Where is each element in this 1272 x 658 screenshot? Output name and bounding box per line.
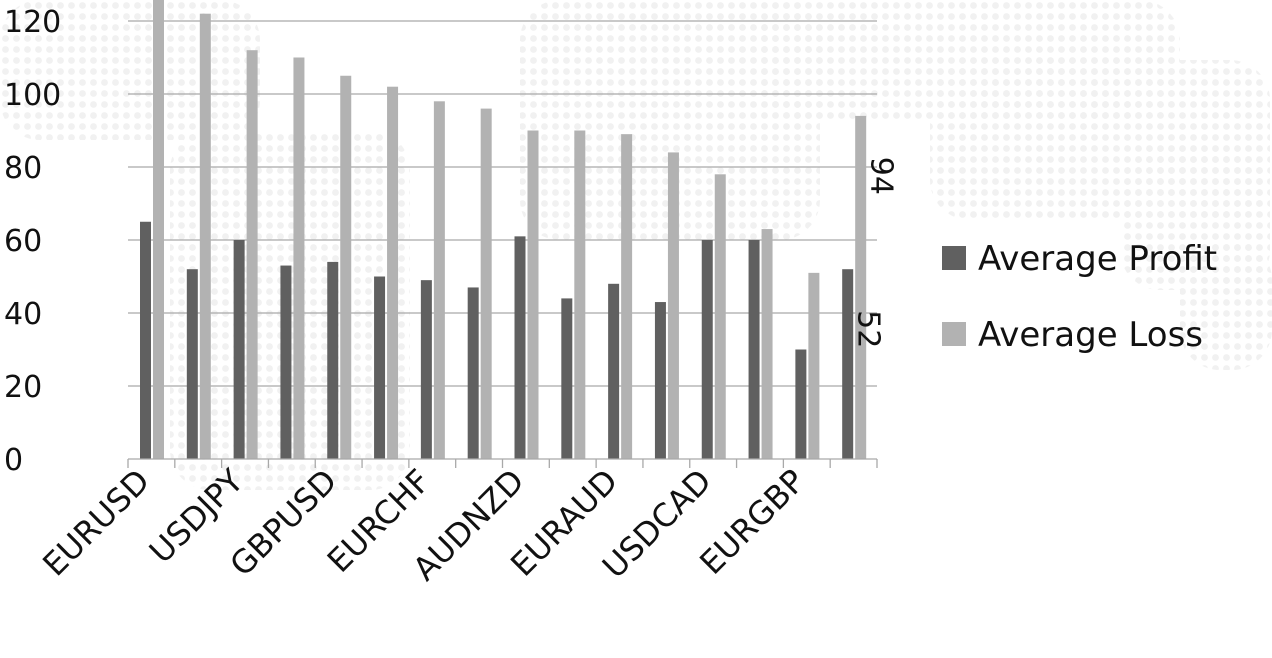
bar xyxy=(795,349,807,459)
legend-label: Average Loss xyxy=(978,315,1203,355)
bar xyxy=(714,174,726,460)
legend-swatch xyxy=(942,322,966,346)
map-dots xyxy=(520,0,820,240)
bar xyxy=(761,229,773,459)
bar xyxy=(199,13,211,459)
y-tick-label: 80 xyxy=(4,151,42,186)
y-tick-label: 40 xyxy=(4,297,42,332)
bar xyxy=(701,240,713,459)
bar xyxy=(340,75,352,459)
bar xyxy=(374,276,386,459)
bar xyxy=(855,115,867,460)
legend-label: Average Profit xyxy=(978,239,1217,279)
y-tick-label: 20 xyxy=(4,370,42,405)
bar xyxy=(420,280,432,459)
bar xyxy=(748,240,760,459)
legend: Average Profit Average Loss xyxy=(942,239,1217,355)
legend-swatch xyxy=(942,246,966,270)
bar xyxy=(186,269,198,459)
data-label: 52 xyxy=(851,310,886,348)
y-tick-label: 120 xyxy=(4,5,61,40)
map-dots xyxy=(0,0,260,140)
bar xyxy=(433,101,445,460)
bar xyxy=(808,272,820,459)
bar xyxy=(667,152,679,459)
bar xyxy=(574,130,586,459)
bar xyxy=(246,50,258,459)
bar xyxy=(621,134,633,459)
y-tick-label: 60 xyxy=(4,224,42,259)
y-axis: 0 20 40 60 80 100 120 xyxy=(4,5,61,478)
bar xyxy=(654,302,666,459)
bar xyxy=(153,0,164,459)
y-tick-label: 100 xyxy=(4,78,61,113)
data-label: 94 xyxy=(864,157,899,195)
bar xyxy=(387,86,399,459)
bar xyxy=(527,130,539,459)
bar xyxy=(140,221,151,459)
bar xyxy=(327,261,339,459)
bar xyxy=(480,108,492,459)
category-label: EURGBP xyxy=(692,462,812,582)
bar xyxy=(233,240,245,459)
data-labels: 52 94 xyxy=(851,157,899,348)
bar xyxy=(608,283,620,459)
bar xyxy=(293,57,305,459)
bar xyxy=(842,269,854,459)
y-tick-label: 0 xyxy=(4,443,23,478)
bars xyxy=(140,0,867,460)
x-axis: EURUSDUSDJPYGBPUSDEURCHFAUDNZDEURAUDUSDC… xyxy=(35,458,878,588)
bar xyxy=(561,298,573,459)
bar xyxy=(280,265,292,459)
map-dots xyxy=(1180,240,1272,370)
bar xyxy=(514,236,526,459)
bar xyxy=(467,287,479,459)
category-label: EURUSD xyxy=(35,462,157,584)
